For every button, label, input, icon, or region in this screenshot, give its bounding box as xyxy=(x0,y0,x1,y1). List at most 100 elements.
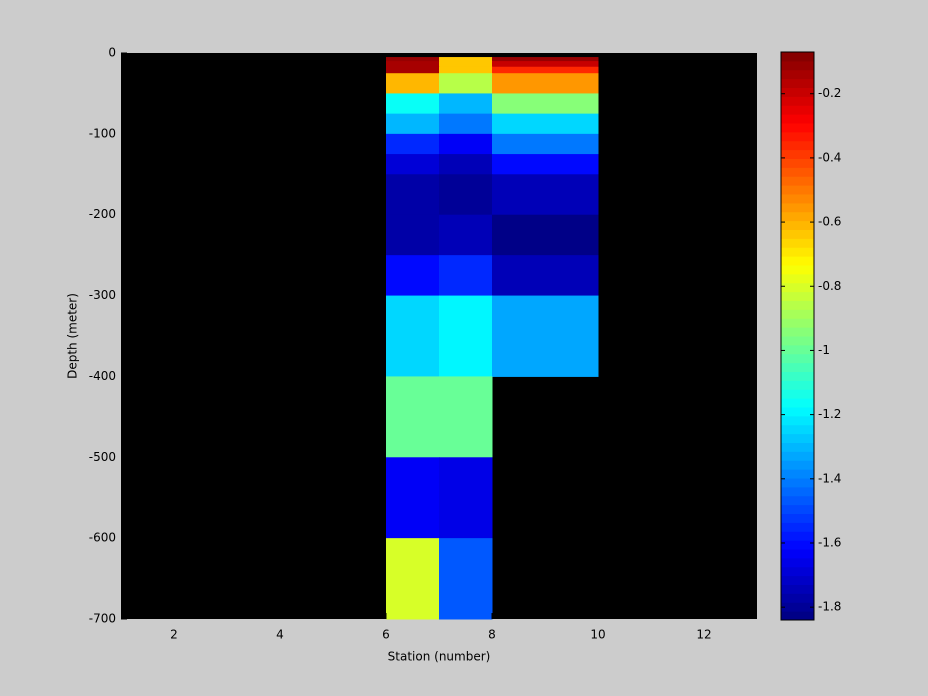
heatmap-cell xyxy=(386,66,440,74)
heatmap-cell xyxy=(439,214,493,256)
colorbar-swatch xyxy=(781,460,814,470)
heatmap-cell xyxy=(386,154,440,175)
heatmap-cell xyxy=(492,295,599,377)
colorbar-swatch xyxy=(781,522,814,532)
colorbar-swatch xyxy=(781,123,814,133)
colorbar-swatch xyxy=(781,185,814,195)
heatmap-cell xyxy=(386,538,440,620)
colorbar-swatch xyxy=(781,60,814,71)
colorbar-swatch xyxy=(781,309,814,319)
colorbar-swatch xyxy=(781,575,814,585)
y-tick-label: -700 xyxy=(89,612,116,626)
colorbar-swatch xyxy=(781,229,814,239)
x-tick-label: 10 xyxy=(590,628,605,642)
heatmap-cell xyxy=(386,214,440,256)
heatmap-cell xyxy=(386,73,440,94)
colorbar-swatch xyxy=(781,291,814,301)
colorbar-swatch xyxy=(781,495,814,506)
colorbar-swatch xyxy=(781,602,814,612)
colorbar-swatch xyxy=(781,167,814,177)
colorbar-tick-label: -1.6 xyxy=(818,535,841,549)
heatmap-cell xyxy=(492,66,599,74)
heatmap-cell xyxy=(439,61,493,68)
colorbar-swatch xyxy=(781,469,814,479)
heatmap-cell xyxy=(386,295,440,377)
heatmap-cell xyxy=(386,57,440,62)
y-tick-label: -400 xyxy=(89,369,116,383)
colorbar-swatch xyxy=(781,114,814,124)
x-tick-label: 2 xyxy=(170,628,178,642)
colorbar-tick-label: -0.6 xyxy=(818,215,841,229)
colorbar-swatch xyxy=(781,194,814,204)
colorbar-swatch xyxy=(781,318,814,328)
colorbar-swatch xyxy=(781,371,814,381)
colorbar-swatch xyxy=(781,265,814,275)
x-axis-label: Station (number) xyxy=(388,650,491,664)
colorbar-swatch xyxy=(781,407,814,417)
colorbar-swatch xyxy=(781,353,814,364)
heatmap-cell xyxy=(439,376,493,458)
heatmap-cell xyxy=(439,113,493,135)
colorbar-swatch xyxy=(781,158,814,168)
colorbar-swatch xyxy=(781,131,814,142)
colorbar-swatch xyxy=(781,336,814,346)
colorbar-swatch xyxy=(781,362,814,372)
heatmap-cell xyxy=(492,93,599,115)
heatmap-cell xyxy=(439,66,493,74)
colorbar-swatch xyxy=(781,433,814,443)
colorbar-swatch xyxy=(781,176,814,186)
colorbar-swatch xyxy=(781,513,814,523)
heatmap-cell xyxy=(439,154,493,175)
colorbar-frame xyxy=(780,51,815,621)
heatmap-cell xyxy=(492,61,599,68)
colorbar-swatch xyxy=(781,69,814,80)
colorbar-swatch xyxy=(781,238,814,248)
colorbar-tick-label: -0.8 xyxy=(818,279,841,293)
colorbar-swatch xyxy=(781,531,814,541)
y-tick-label: -100 xyxy=(89,126,116,140)
heatmap-cell xyxy=(492,154,599,175)
colorbar-swatch xyxy=(781,282,814,293)
x-tick-label: 12 xyxy=(696,628,711,642)
colorbar-swatch xyxy=(781,540,814,550)
colorbar-swatch xyxy=(781,247,814,257)
heatmap-cell xyxy=(439,93,493,115)
heatmap-cell xyxy=(439,174,493,216)
heatmap-cell xyxy=(386,457,440,539)
y-tick-label: 0 xyxy=(108,46,116,60)
colorbar-swatch xyxy=(781,105,814,115)
colorbar-tick-label: -0.4 xyxy=(818,150,841,164)
heatmap-cell xyxy=(492,255,599,297)
colorbar-swatch xyxy=(781,78,814,88)
colorbar-swatch xyxy=(781,140,814,151)
colorbar-swatch xyxy=(781,273,814,284)
colorbar-swatch xyxy=(781,424,814,435)
heatmap-cell xyxy=(386,113,440,135)
colorbar-swatch xyxy=(781,557,814,568)
heatmap-cell xyxy=(386,376,440,458)
colorbar-tick-label: -1 xyxy=(818,343,830,357)
colorbar-tick-label: -1.4 xyxy=(818,471,841,485)
colorbar-swatch xyxy=(781,504,814,514)
colorbar-swatch xyxy=(781,256,814,266)
y-tick-label: -600 xyxy=(89,531,116,545)
heatmap-cell xyxy=(439,73,493,94)
colorbar-swatch xyxy=(781,478,814,488)
heatmap-cell xyxy=(439,457,493,539)
y-tick-label: -300 xyxy=(89,288,116,302)
heatmap-cell xyxy=(439,255,493,297)
colorbar-swatch xyxy=(781,415,814,426)
heatmap-cell xyxy=(492,113,599,135)
heatmap-cell xyxy=(439,57,493,62)
colorbar-swatch xyxy=(781,486,814,497)
heatmap-cell xyxy=(492,133,599,155)
colorbar-swatch xyxy=(781,52,814,62)
heatmap-cell xyxy=(492,214,599,256)
colorbar-swatch xyxy=(781,389,814,399)
colorbar-swatch xyxy=(781,96,814,106)
colorbar-swatch xyxy=(781,149,814,159)
colorbar-swatch xyxy=(781,451,814,461)
colorbar-swatch xyxy=(781,300,814,310)
x-tick-label: 4 xyxy=(276,628,284,642)
